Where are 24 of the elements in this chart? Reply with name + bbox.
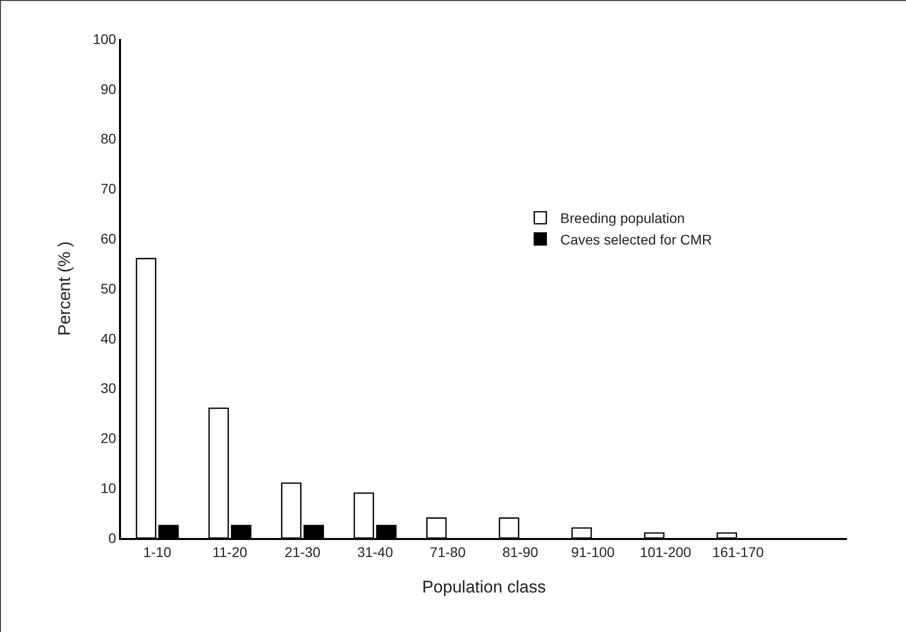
x-tick-label: 91-100 (571, 544, 615, 560)
y-axis-title: Percent (% ) (54, 241, 74, 336)
x-tick-label: 81-90 (502, 544, 538, 560)
legend-label: Caves selected for CMR (560, 231, 712, 248)
y-tick-label: 30 (100, 380, 116, 396)
y-tick-label: 70 (100, 180, 116, 197)
x-tick-label: 11-20 (212, 544, 248, 560)
y-tick-label: 60 (100, 230, 116, 246)
x-tick-label: 21-30 (284, 544, 321, 560)
x-tick-label: 1-10 (143, 544, 172, 560)
y-tick-label: 20 (100, 430, 116, 446)
y-tick-label: 100 (92, 30, 116, 47)
y-tick-label: 50 (100, 280, 116, 296)
x-axis-title: Population class (422, 578, 546, 597)
y-tick-label: 90 (100, 80, 116, 97)
x-tick-label: 161-170 (712, 544, 764, 560)
y-tick-label: 40 (100, 330, 116, 346)
x-tick-label: 71-80 (430, 544, 466, 560)
x-tick-label: 31-40 (357, 544, 394, 560)
y-tick-label: 80 (100, 130, 116, 147)
x-tick-label: 101-200 (640, 544, 692, 560)
y-tick-label: 0 (108, 530, 116, 546)
y-tick-label: 10 (100, 480, 116, 496)
legend-label: Breeding population (560, 210, 685, 226)
